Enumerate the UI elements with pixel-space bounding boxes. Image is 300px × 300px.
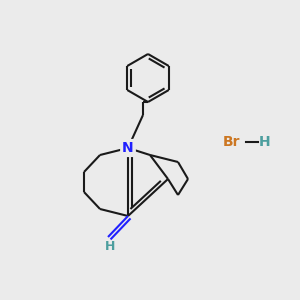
- Text: Br: Br: [223, 135, 241, 149]
- Text: N: N: [122, 141, 134, 155]
- Text: H: H: [259, 135, 271, 149]
- Text: H: H: [105, 241, 115, 254]
